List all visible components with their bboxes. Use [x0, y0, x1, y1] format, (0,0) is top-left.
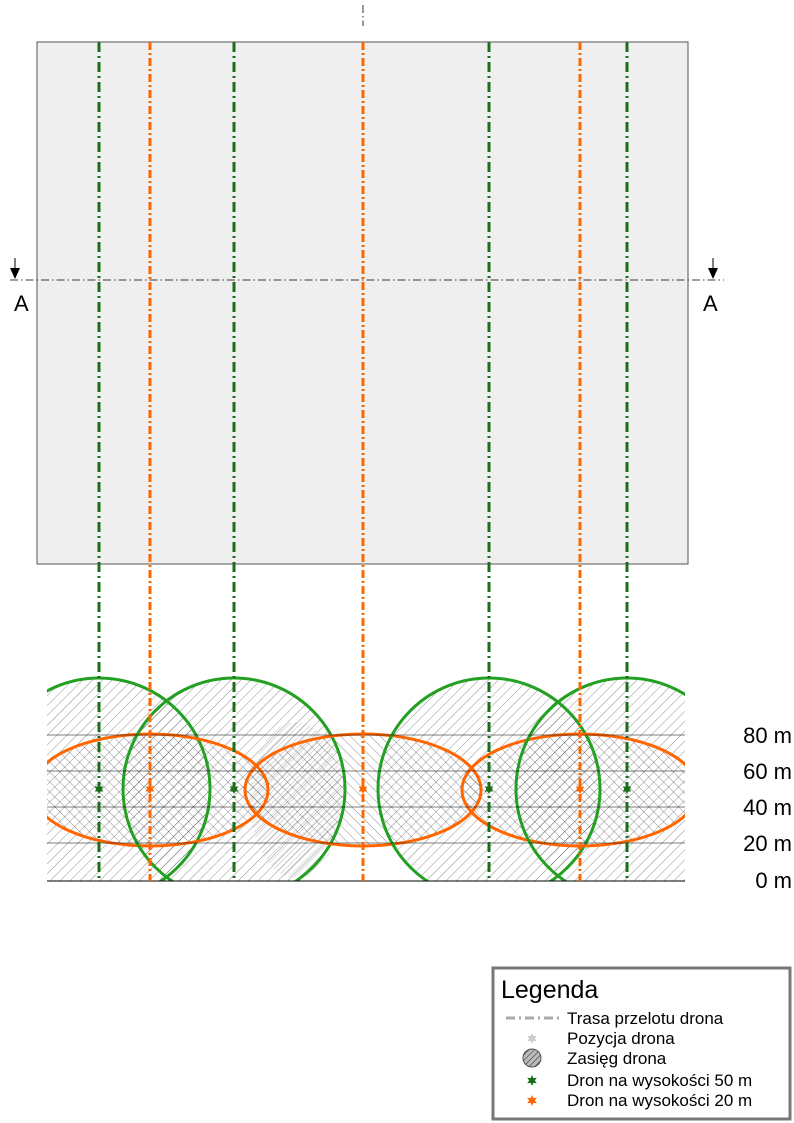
flight-routes: [97, 42, 629, 881]
orange-star-icon: [527, 1095, 537, 1106]
drone-50m-marker: [622, 784, 632, 794]
legend-item-drone-50m: Dron na wysokości 50 m: [567, 1071, 752, 1090]
height-tick-60: 60 m: [743, 759, 792, 784]
drone-50m-marker: [229, 784, 239, 794]
legend-item-route: Trasa przelotu drona: [567, 1009, 724, 1028]
cross-section: [47, 640, 685, 881]
height-tick-80: 80 m: [743, 723, 792, 748]
legend-box: [491, 966, 792, 1121]
legend-item-range: Zasięg drona: [567, 1049, 667, 1068]
legend-item-position: Pozycja drona: [567, 1029, 675, 1048]
section-marker-left: A: [14, 291, 29, 316]
drone-range-area: [47, 733, 270, 845]
height-axis: 80 m 60 m 40 m 20 m 0 m: [743, 723, 792, 893]
legend: Legenda Trasa przelotu drona Pozycja dro…: [491, 966, 792, 1121]
drone-50m-marker: [94, 784, 104, 794]
overlap-area: [250, 722, 342, 878]
green-star-icon: [527, 1075, 537, 1086]
drone-range-area: [460, 733, 685, 845]
legend-title: Legenda: [501, 976, 598, 1004]
section-arrow-right: [708, 258, 718, 279]
drone-50m-marker: [484, 784, 494, 794]
height-tick-40: 40 m: [743, 795, 792, 820]
drone-20m-marker: [145, 784, 155, 794]
height-tick-20: 20 m: [743, 831, 792, 856]
hatched-circle-icon: [522, 1048, 542, 1068]
legend-item-drone-20m: Dron na wysokości 20 m: [567, 1091, 752, 1110]
gray-star-icon: [527, 1033, 537, 1044]
drone-20m-marker: [575, 784, 585, 794]
height-tick-0: 0 m: [755, 868, 792, 893]
section-marker-right: A: [703, 291, 718, 316]
drone-markers: [94, 784, 632, 794]
section-arrow-left: [10, 258, 20, 279]
drone-20m-marker: [358, 784, 368, 794]
